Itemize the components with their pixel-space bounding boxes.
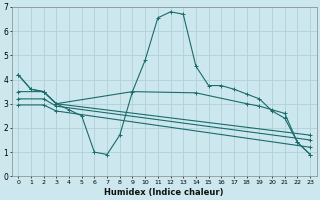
X-axis label: Humidex (Indice chaleur): Humidex (Indice chaleur) [104, 188, 224, 197]
